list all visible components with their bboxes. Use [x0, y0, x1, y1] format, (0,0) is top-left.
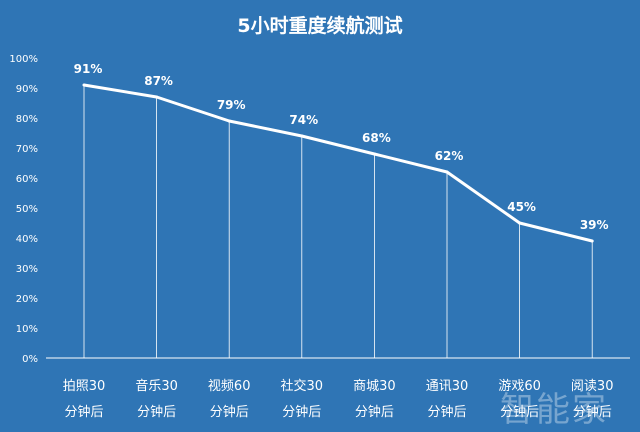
y-tick-label: 90% [16, 84, 38, 95]
data-label: 74% [289, 113, 318, 127]
data-point [518, 221, 522, 225]
data-point [155, 95, 159, 99]
data-label: 62% [435, 149, 464, 163]
x-tick-label: 分钟后 [210, 404, 249, 420]
y-tick-label: 0% [22, 354, 38, 365]
x-tick-label: 拍照30 [63, 379, 106, 394]
x-tick-label: 视频60 [208, 379, 251, 394]
x-tick-label: 分钟后 [573, 404, 612, 420]
chart-title: 5小时重度续航测试 [237, 14, 402, 37]
data-point [445, 170, 449, 174]
y-tick-label: 80% [16, 114, 38, 125]
x-tick-label: 分钟后 [355, 404, 394, 420]
x-tick-label: 分钟后 [427, 404, 466, 420]
data-label: 39% [580, 218, 609, 232]
data-label: 45% [507, 200, 536, 214]
data-point [82, 83, 86, 87]
data-label: 87% [144, 74, 173, 88]
data-point [372, 152, 376, 156]
data-point [300, 134, 304, 138]
y-tick-label: 70% [16, 144, 38, 155]
data-point [590, 239, 594, 243]
x-tick-label: 游戏60 [498, 379, 541, 394]
y-tick-label: 30% [16, 264, 38, 275]
x-tick-label: 分钟后 [64, 404, 103, 420]
watermark-logo: 智能家 [500, 390, 608, 430]
x-tick-label: 分钟后 [500, 404, 539, 420]
data-point [227, 119, 231, 123]
y-tick-label: 60% [16, 174, 38, 185]
x-tick-label: 音乐30 [135, 378, 178, 394]
y-tick-label: 20% [16, 294, 38, 305]
x-tick-label: 阅读30 [571, 379, 614, 394]
data-label: 68% [362, 131, 391, 145]
x-tick-label: 社交30 [281, 378, 324, 394]
x-tick-label: 分钟后 [282, 404, 321, 420]
data-label: 79% [217, 98, 246, 112]
data-label: 91% [74, 62, 103, 76]
x-tick-label: 分钟后 [137, 404, 176, 420]
x-tick-label: 通讯30 [426, 379, 469, 394]
y-tick-label: 40% [16, 234, 38, 245]
y-tick-label: 50% [16, 204, 38, 215]
y-tick-label: 10% [16, 324, 38, 335]
x-tick-label: 商城30 [353, 379, 396, 394]
series-line [83, 83, 593, 243]
y-tick-label: 100% [9, 54, 38, 65]
